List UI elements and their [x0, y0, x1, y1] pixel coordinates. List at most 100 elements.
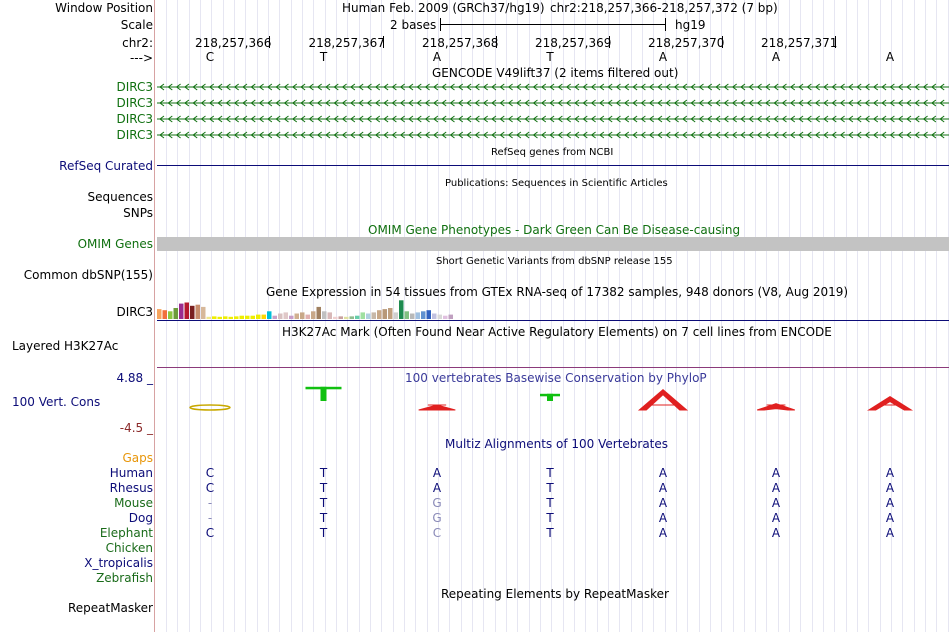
- grid-line: [948, 0, 949, 632]
- gtex-tissue-bar: [250, 315, 255, 319]
- gencode-track-label[interactable]: DIRC3: [116, 96, 153, 110]
- gtex-tissue-bar: [195, 304, 200, 319]
- refseq-gene-line[interactable]: [157, 165, 949, 166]
- grid-line: [914, 0, 915, 632]
- multiz-base: T: [319, 496, 328, 510]
- dbsnp-track-title: Short Genetic Variants from dbSNP releas…: [436, 256, 673, 267]
- cons-track-title: 100 vertebrates Basewise Conservation by…: [405, 371, 707, 385]
- gencode-strand-arrows: [159, 115, 945, 123]
- cons-min-label: -4.5 _: [119, 421, 153, 435]
- multiz-base: A: [432, 466, 442, 480]
- gtex-tissue-bar: [448, 314, 453, 319]
- multiz-base: -: [207, 496, 213, 510]
- multiz-base: T: [319, 526, 328, 540]
- cons-logo-letter: [547, 393, 553, 401]
- multiz-base: C: [205, 526, 215, 540]
- coordinate-label: 218,257,370: [648, 36, 725, 50]
- gtex-tissue-bar: [256, 314, 261, 319]
- grid-line: [936, 0, 937, 632]
- h3k27ac-track-title: H3K27Ac Mark (Often Found Near Active Re…: [282, 325, 832, 339]
- omim-track-title: OMIM Gene Phenotypes - Dark Green Can Be…: [368, 223, 741, 237]
- cons-max-label: 4.88 _: [116, 371, 153, 385]
- coordinate-tick: [496, 36, 497, 48]
- cons-logo-letter: [637, 388, 689, 411]
- gtex-track-label[interactable]: DIRC3: [116, 305, 153, 319]
- gtex-tissue-bar: [377, 310, 382, 319]
- gtex-tissue-bar: [316, 306, 321, 319]
- grid-line: [766, 0, 767, 632]
- cons-logo-letter: [189, 404, 231, 411]
- gencode-track-label[interactable]: DIRC3: [116, 112, 153, 126]
- multiz-species-label[interactable]: Gaps: [122, 451, 153, 465]
- snps-track-label[interactable]: SNPs: [123, 206, 153, 220]
- coordinate-label: 218,257,367: [308, 36, 385, 50]
- grid-line: [699, 0, 700, 632]
- scale-bar-left-tick: [440, 18, 441, 31]
- gtex-tissue-bar: [327, 312, 332, 319]
- gtex-tissue-bar: [393, 312, 398, 319]
- gtex-tissue-bar: [261, 314, 266, 319]
- gtex-tissue-bar: [366, 313, 371, 319]
- multiz-base: A: [771, 526, 781, 540]
- grid-line: [472, 0, 473, 632]
- multiz-base: A: [885, 526, 895, 540]
- omim-track-label[interactable]: OMIM Genes: [77, 237, 153, 251]
- grid-line: [517, 0, 518, 632]
- gencode-strand-arrows: [159, 131, 945, 139]
- sequences-track-label[interactable]: Sequences: [87, 190, 153, 204]
- cons-logo-letter: [320, 386, 327, 401]
- grid-line: [483, 0, 484, 632]
- gtex-tissue-bar: [443, 315, 448, 319]
- multiz-base: T: [546, 466, 554, 480]
- cons-logo-letter: [756, 403, 796, 411]
- refseq-track-label[interactable]: RefSeq Curated: [59, 159, 153, 173]
- grid-line: [540, 0, 541, 632]
- multiz-species-label[interactable]: X_tropicalis: [84, 556, 153, 570]
- grid-line: [800, 0, 801, 632]
- repeatmasker-track-title: Repeating Elements by RepeatMasker: [441, 587, 669, 601]
- grid-line: [619, 0, 620, 632]
- coordinate-tick: [609, 36, 610, 48]
- grid-line: [585, 0, 586, 632]
- gtex-tissue-bar: [239, 315, 244, 319]
- gtex-tissue-bar: [157, 309, 162, 319]
- dbsnp-track-label[interactable]: Common dbSNP(155): [23, 268, 153, 282]
- coordinate-tick: [835, 36, 836, 48]
- grid-line: [789, 0, 790, 632]
- scale-label: Scale: [120, 18, 153, 32]
- grid-line: [823, 0, 824, 632]
- multiz-base: A: [771, 481, 781, 495]
- grid-line: [687, 0, 688, 632]
- publications-track-title: Publications: Sequences in Scientific Ar…: [445, 178, 668, 189]
- coordinate-tick: [269, 36, 270, 48]
- multiz-species-label[interactable]: Mouse: [114, 496, 153, 510]
- multiz-species-label[interactable]: Dog: [128, 511, 153, 525]
- cons-logo-letter: [418, 404, 456, 411]
- gencode-track-label[interactable]: DIRC3: [116, 128, 153, 142]
- multiz-species-label[interactable]: Human: [109, 466, 153, 480]
- omim-gene-bar[interactable]: [157, 237, 949, 251]
- multiz-species-label[interactable]: Rhesus: [109, 481, 153, 495]
- grid-line: [642, 0, 643, 632]
- base-letter: T: [546, 50, 554, 64]
- base-letter: T: [319, 50, 328, 64]
- gtex-tissue-bar: [289, 315, 294, 319]
- multiz-base: T: [546, 496, 554, 510]
- multiz-species-label[interactable]: Elephant: [99, 526, 153, 540]
- gencode-track-label[interactable]: DIRC3: [116, 80, 153, 94]
- label-column-divider[interactable]: [154, 0, 155, 632]
- multiz-base: A: [658, 481, 668, 495]
- cons-track-label[interactable]: 100 Vert. Cons: [12, 395, 101, 409]
- multiz-species-label[interactable]: Chicken: [105, 541, 153, 555]
- repeatmasker-track-label[interactable]: RepeatMasker: [67, 601, 153, 615]
- multiz-base: T: [546, 481, 554, 495]
- gtex-tissue-bar: [173, 308, 178, 319]
- multiz-base: A: [771, 511, 781, 525]
- h3k27ac-track-label[interactable]: Layered H3K27Ac: [12, 339, 119, 353]
- multiz-base: A: [658, 511, 668, 525]
- gtex-tissue-bar: [349, 316, 354, 319]
- cons-logo-letter: [866, 396, 914, 411]
- multiz-base: C: [432, 526, 442, 540]
- multiz-species-label[interactable]: Zebrafish: [96, 571, 153, 585]
- grid-line: [902, 0, 903, 632]
